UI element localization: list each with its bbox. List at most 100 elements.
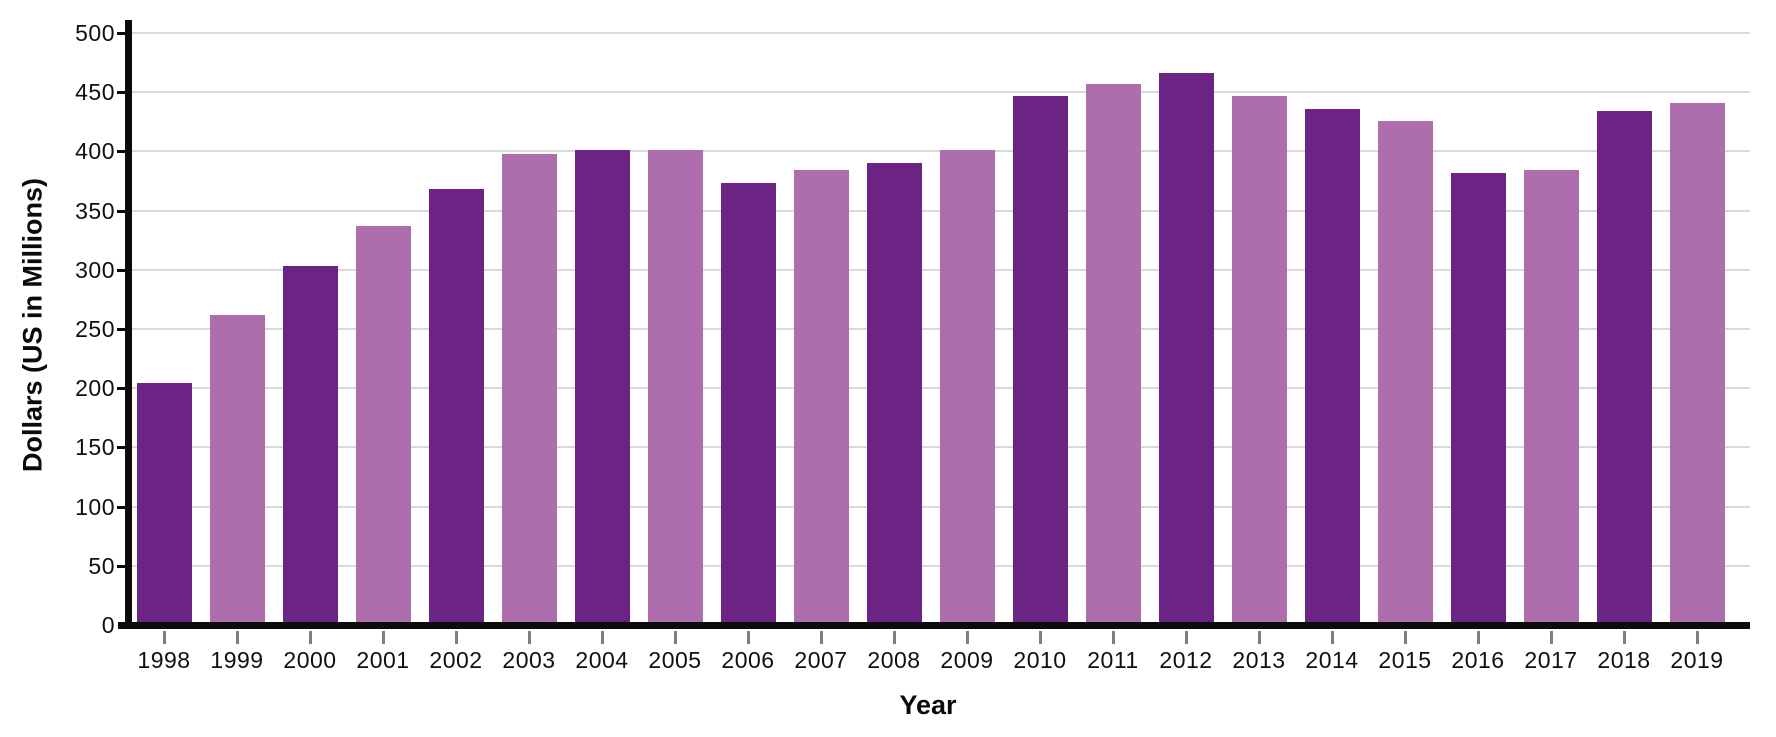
bar-2010 [1012, 95, 1068, 625]
y-tick-200 [117, 387, 126, 391]
x-tick-label-2006: 2006 [721, 647, 775, 673]
x-tick-label-2019: 2019 [1670, 647, 1724, 673]
bar-2018 [1596, 111, 1652, 625]
bar-2011 [1085, 83, 1141, 625]
x-tick-2014 [1330, 631, 1334, 644]
bar-2008 [866, 163, 922, 625]
bar-2007 [793, 170, 849, 625]
x-tick-label-2005: 2005 [648, 647, 702, 673]
y-tick-350 [117, 209, 126, 213]
y-tick-300 [117, 268, 126, 272]
y-tick-label-450: 450 [75, 79, 115, 106]
x-tick-label-1999: 1999 [210, 647, 264, 673]
x-tick-label-2014: 2014 [1305, 647, 1359, 673]
x-tick-2016 [1476, 631, 1480, 644]
x-tick-label-2002: 2002 [429, 647, 483, 673]
y-tick-label-350: 350 [75, 197, 115, 224]
x-tick-2004 [600, 631, 604, 644]
y-tick-50 [117, 564, 126, 568]
x-tick-label-2008: 2008 [867, 647, 921, 673]
x-tick-label-2007: 2007 [794, 647, 848, 673]
y-tick-450 [117, 91, 126, 95]
x-tick-label-2016: 2016 [1451, 647, 1505, 673]
gridline-200 [125, 387, 1750, 390]
y-tick-label-100: 100 [75, 493, 115, 520]
bar-2004 [574, 150, 630, 625]
y-tick-label-50: 50 [88, 552, 115, 579]
y-tick-label-150: 150 [75, 434, 115, 461]
gridline-400 [125, 150, 1750, 153]
x-tick-2005 [673, 631, 677, 644]
x-tick-label-2004: 2004 [575, 647, 629, 673]
y-tick-400 [117, 150, 126, 154]
x-tick-2018 [1622, 631, 1626, 644]
x-tick-2010 [1038, 631, 1042, 644]
x-tick-2009 [965, 631, 969, 644]
y-tick-250 [117, 328, 126, 331]
x-tick-2015 [1403, 631, 1407, 644]
y-tick-label-0: 0 [101, 612, 115, 638]
bar-2002 [428, 189, 484, 625]
x-tick-1999 [235, 631, 239, 644]
y-tick-100 [117, 505, 126, 509]
x-tick-label-2015: 2015 [1378, 647, 1432, 673]
bar-2017 [1523, 170, 1579, 625]
x-axis-line [118, 622, 1750, 629]
y-tick-label-500: 500 [75, 20, 115, 46]
x-tick-2019 [1695, 631, 1699, 644]
x-tick-2003 [527, 631, 531, 644]
y-tick-label-300: 300 [75, 256, 115, 283]
x-tick-label-2017: 2017 [1524, 647, 1578, 673]
gridline-350 [125, 209, 1750, 212]
gridline-150 [125, 446, 1750, 449]
bar-1998 [136, 383, 192, 625]
y-tick-500 [117, 32, 126, 35]
gridline-100 [125, 505, 1750, 508]
bar-2009 [939, 150, 995, 625]
x-tick-2013 [1257, 631, 1261, 644]
y-axis-line [125, 20, 132, 629]
y-tick-150 [117, 446, 126, 450]
x-tick-2006 [746, 631, 750, 644]
x-tick-2012 [1184, 631, 1188, 644]
y-tick-label-400: 400 [75, 138, 115, 165]
gridline-250 [125, 328, 1750, 330]
bar-2015 [1377, 120, 1433, 625]
y-tick-label-200: 200 [75, 375, 115, 402]
bar-2013 [1231, 95, 1287, 625]
x-tick-2011 [1111, 631, 1115, 644]
x-tick-label-2003: 2003 [502, 647, 556, 673]
y-tick-label-250: 250 [75, 316, 115, 342]
x-tick-label-2001: 2001 [356, 647, 410, 673]
bar-2012 [1158, 73, 1214, 625]
bar-2019 [1669, 102, 1725, 625]
bar-1999 [209, 314, 265, 625]
x-axis-title: Year [899, 690, 957, 720]
x-tick-label-2012: 2012 [1159, 647, 1213, 673]
x-tick-2000 [308, 631, 312, 644]
gridline-300 [125, 268, 1750, 271]
bar-2000 [282, 266, 338, 625]
bar-2014 [1304, 108, 1360, 625]
bar-2016 [1450, 172, 1506, 625]
bar-2001 [355, 225, 411, 625]
gridline-50 [125, 564, 1750, 567]
x-tick-1998 [162, 631, 166, 644]
bar-2003 [501, 153, 557, 625]
x-tick-2001 [381, 631, 385, 644]
gridline-450 [125, 91, 1750, 94]
x-tick-label-2013: 2013 [1232, 647, 1286, 673]
x-tick-2002 [454, 631, 458, 644]
bar-2006 [720, 183, 776, 625]
x-tick-2007 [819, 631, 823, 644]
x-tick-label-2011: 2011 [1087, 647, 1139, 673]
gridline-500 [125, 32, 1750, 34]
x-tick-label-2009: 2009 [940, 647, 994, 673]
x-tick-label-2010: 2010 [1013, 647, 1067, 673]
bar-2005 [647, 150, 703, 625]
x-tick-label-2018: 2018 [1597, 647, 1651, 673]
x-tick-label-1998: 1998 [137, 647, 191, 673]
x-tick-2008 [892, 631, 896, 644]
x-tick-label-2000: 2000 [283, 647, 337, 673]
